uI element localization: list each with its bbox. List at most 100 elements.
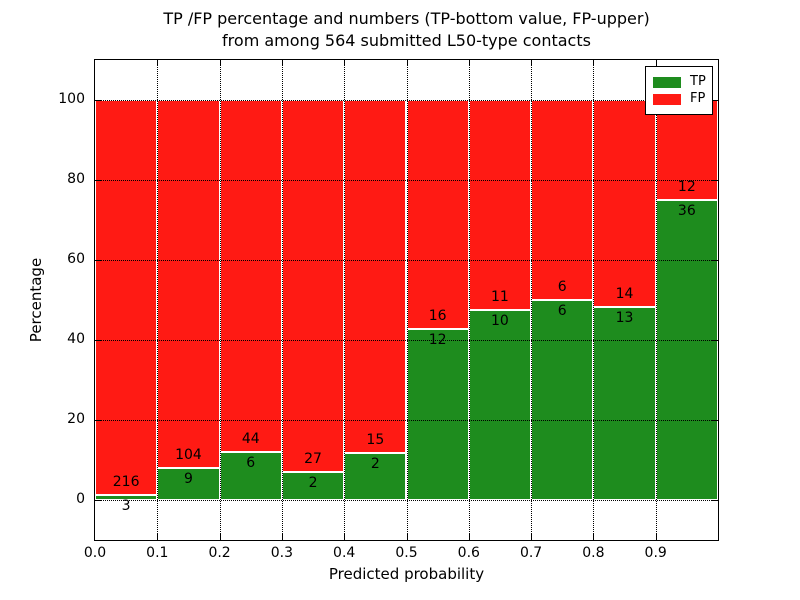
legend-item-tp: TP: [653, 74, 706, 89]
x-tick-mark: [281, 534, 283, 540]
legend-label-tp: TP: [690, 74, 706, 89]
x-tick-mark-top: [219, 60, 221, 66]
x-tick-mark-top: [281, 60, 283, 66]
x-tick-label: 0.2: [208, 545, 231, 561]
x-tick-mark-top: [655, 60, 657, 66]
x-tick-mark-top: [468, 60, 470, 66]
legend-label-fp: FP: [690, 91, 706, 106]
bar-segment-tp-0: [95, 494, 158, 500]
bar-segment-tp-5: [406, 328, 469, 500]
chart-title-line2: from among 564 submitted L50-type contac…: [222, 31, 591, 50]
y-tick-label: 100: [58, 91, 85, 107]
x-tick-mark: [219, 534, 221, 540]
gridline-horizontal: [95, 260, 718, 261]
bar-segment-fp-5: [406, 100, 469, 329]
bar-segment-tp-2: [219, 452, 282, 500]
annotation-fp-count: 14: [615, 286, 634, 303]
annotation-fp-count: 27: [304, 451, 322, 468]
gridline-vertical: [655, 60, 657, 540]
annotation-tp-count: 36: [677, 203, 696, 219]
annotation-fp-count: 104: [175, 447, 202, 464]
x-tick-label: 0.7: [519, 545, 543, 561]
bar-segment-fp-7: [531, 100, 594, 300]
y-axis-label: Percentage: [27, 257, 45, 343]
gridline-horizontal: [95, 180, 718, 181]
annotation-fp-count: 15: [366, 431, 385, 448]
bar-segment-fp-0: [95, 100, 158, 495]
gridline-vertical: [219, 60, 221, 540]
x-tick-mark: [344, 534, 346, 540]
bar-segment-fp-6: [468, 100, 532, 310]
chart-title-line1: TP /FP percentage and numbers (TP-bottom…: [163, 9, 650, 28]
annotation-fp-count: 6: [557, 279, 567, 295]
y-tick-label: 40: [67, 331, 85, 347]
gridline-vertical: [281, 60, 283, 540]
annotation-tp-count: 13: [615, 310, 634, 327]
gridline-horizontal: [95, 500, 718, 501]
annotation-fp-count: 11: [491, 288, 509, 305]
annotation-tp-count: 6: [557, 303, 567, 319]
y-tick-label: 80: [67, 171, 85, 187]
x-tick-mark-top: [531, 60, 533, 66]
y-tick-mark: [95, 260, 101, 261]
bar-segment-tp-3: [281, 472, 345, 500]
gridline-horizontal: [95, 100, 718, 101]
legend: TP FP: [645, 66, 713, 115]
gridline-vertical: [157, 60, 159, 540]
bar-segment-fp-4: [344, 100, 407, 453]
gridline-vertical: [531, 60, 533, 540]
y-tick-label: 0: [76, 491, 85, 507]
x-tick-mark: [593, 534, 595, 540]
x-tick-mark-top: [344, 60, 346, 66]
bar-segment-tp-8: [593, 307, 656, 500]
gridline-vertical: [593, 60, 595, 540]
bar-segment-tp-6: [468, 309, 532, 500]
x-tick-mark: [406, 534, 408, 540]
x-tick-label: 0.0: [83, 545, 107, 561]
bar-segment-fp-1: [157, 100, 220, 469]
annotation-fp-count: 44: [241, 431, 260, 447]
x-axis-label: Predicted probability: [328, 565, 485, 583]
gridline-vertical: [468, 60, 470, 540]
x-tick-label: 0.6: [457, 545, 480, 561]
bar-segment-tp-1: [157, 468, 220, 500]
annotation-fp-count: 216: [112, 473, 140, 490]
y-tick-mark-right: [712, 340, 718, 341]
annotation-fp-count: 16: [428, 307, 447, 324]
y-tick-mark: [95, 100, 101, 101]
gridline-vertical: [344, 60, 346, 540]
y-tick-mark-right: [712, 500, 718, 501]
y-tick-label: 20: [67, 411, 85, 427]
annotation-fp-count: 12: [677, 179, 696, 195]
x-tick-mark-top: [157, 60, 159, 66]
gridline-vertical: [406, 60, 408, 540]
x-tick-label: 0.5: [395, 545, 418, 561]
x-tick-label: 0.8: [582, 545, 605, 561]
y-tick-mark-right: [712, 180, 718, 181]
y-tick-label: 60: [67, 251, 85, 267]
legend-swatch-tp: [653, 76, 681, 88]
x-tick-label: 0.1: [146, 545, 169, 561]
legend-item-fp: FP: [653, 92, 705, 106]
annotation-tp-count: 12: [428, 331, 447, 348]
x-tick-label: 0.9: [644, 545, 667, 561]
y-tick-mark: [95, 500, 101, 501]
legend-swatch-fp: [653, 93, 681, 105]
bar-segment-tp-9: [655, 200, 718, 500]
y-tick-mark-right: [712, 260, 718, 261]
annotation-tp-count: 2: [308, 475, 318, 492]
gridline-horizontal: [95, 340, 718, 341]
annotation-tp-count: 6: [246, 455, 256, 471]
y-tick-mark-right: [712, 100, 718, 101]
y-tick-mark: [95, 340, 101, 341]
x-tick-mark: [531, 534, 533, 540]
x-tick-mark-top: [593, 60, 595, 66]
x-tick-label: 0.3: [270, 545, 294, 561]
bar-segment-fp-3: [281, 100, 345, 473]
bar-segment-tp-7: [531, 300, 594, 500]
annotation-tp-count: 10: [491, 312, 509, 329]
annotation-tp-count: 2: [370, 455, 380, 472]
annotation-tp-count: 9: [183, 471, 193, 488]
x-tick-mark: [655, 534, 657, 540]
